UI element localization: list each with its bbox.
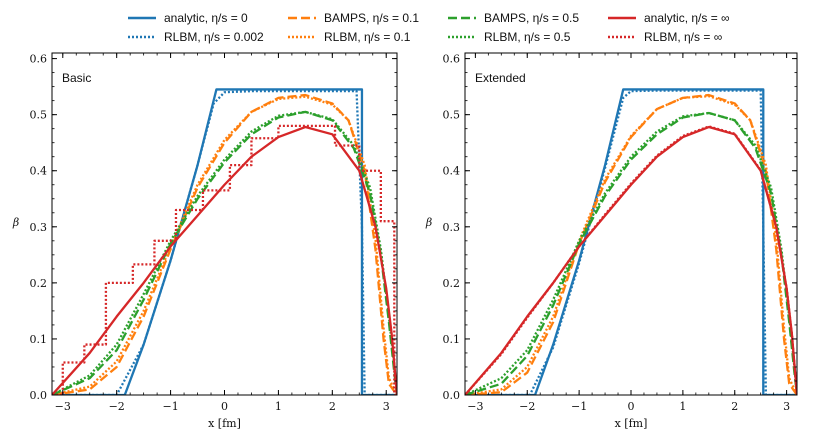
x-tick-label: 2: [329, 400, 336, 413]
series-line: [52, 124, 397, 395]
x-tick-label: 1: [679, 400, 686, 413]
series-line: [52, 93, 397, 395]
x-tick-label: 3: [783, 400, 790, 413]
y-axis-label: β: [12, 216, 19, 229]
y-tick-label: 0.4: [443, 165, 461, 178]
y-tick-label: 0.2: [30, 277, 48, 290]
y-tick-label: 0.3: [30, 221, 48, 234]
legend: analytic, η/s = 0 RLBM, η/s = 0.002 BAMPS,…: [128, 11, 730, 44]
series-line: [52, 110, 397, 395]
y-tick-label: 0.6: [30, 53, 48, 66]
series-line: [465, 88, 797, 395]
panel-basic: −3 −2 −1 0 1 2 3 0.0 0.1 0.2 0.3 0.4 0.5 0.6 Basic x [f…: [12, 52, 398, 430]
y-tick-label: 0.1: [30, 333, 48, 346]
series-line: [52, 89, 397, 395]
legend-label: RLBM, η/s = 0.002: [164, 30, 264, 44]
series-line: [465, 95, 797, 395]
y-tick-label: 0.2: [443, 277, 461, 290]
x-tick-label: 0: [628, 400, 635, 413]
axes-frame: [51, 52, 398, 396]
legend-label: analytic, η/s = 0: [164, 11, 248, 25]
x-axis-label: x [fm]: [208, 417, 241, 430]
y-tick-label: 0.6: [443, 53, 461, 66]
legend-label: RLBM, η/s = ∞: [644, 30, 722, 44]
y-tick-label: 0.0: [30, 389, 48, 402]
x-axis-label: x [fm]: [615, 417, 648, 430]
x-tick-label: 3: [383, 400, 390, 413]
series-line: [465, 89, 797, 395]
series-line: [465, 111, 797, 395]
y-axis-label: β: [425, 216, 432, 229]
y-tick-label: 0.5: [443, 109, 461, 122]
x-tick-label: −1: [162, 400, 178, 413]
legend-label: analytic, η/s = ∞: [644, 11, 730, 25]
axes-frame: [464, 52, 798, 396]
y-tick-label: 0.0: [443, 389, 461, 402]
x-tick-label: 2: [731, 400, 738, 413]
x-tick-label: −3: [467, 400, 483, 413]
panel-label: Basic: [62, 71, 91, 85]
legend-label: BAMPS, η/s = 0.5: [484, 11, 579, 25]
x-tick-label: 1: [275, 400, 282, 413]
panel-extended: −3 −2 −1 0 1 2 3 0.0 0.1 0.2 0.3 0.4 0.5 0.6 Extended x…: [425, 52, 798, 430]
series-line: [52, 110, 397, 395]
panel-label: Extended: [475, 71, 526, 85]
series-line: [52, 95, 397, 395]
x-tick-label: 0: [221, 400, 228, 413]
series-line: [465, 111, 797, 395]
series-line: [52, 125, 397, 395]
y-tick-label: 0.3: [443, 221, 461, 234]
x-tick-label: −2: [519, 400, 535, 413]
series-line: [465, 93, 797, 395]
legend-label: RLBM, η/s = 0.1: [324, 30, 411, 44]
legend-label: BAMPS, η/s = 0.1: [324, 11, 419, 25]
x-tick-label: −3: [55, 400, 71, 413]
y-tick-label: 0.1: [443, 333, 461, 346]
x-tick-label: −1: [571, 400, 587, 413]
x-tick-label: −2: [109, 400, 125, 413]
legend-label: RLBM, η/s = 0.5: [484, 30, 571, 44]
series-line: [465, 125, 797, 395]
series-line: [465, 125, 797, 395]
y-tick-label: 0.4: [30, 165, 48, 178]
y-tick-label: 0.5: [30, 109, 48, 122]
